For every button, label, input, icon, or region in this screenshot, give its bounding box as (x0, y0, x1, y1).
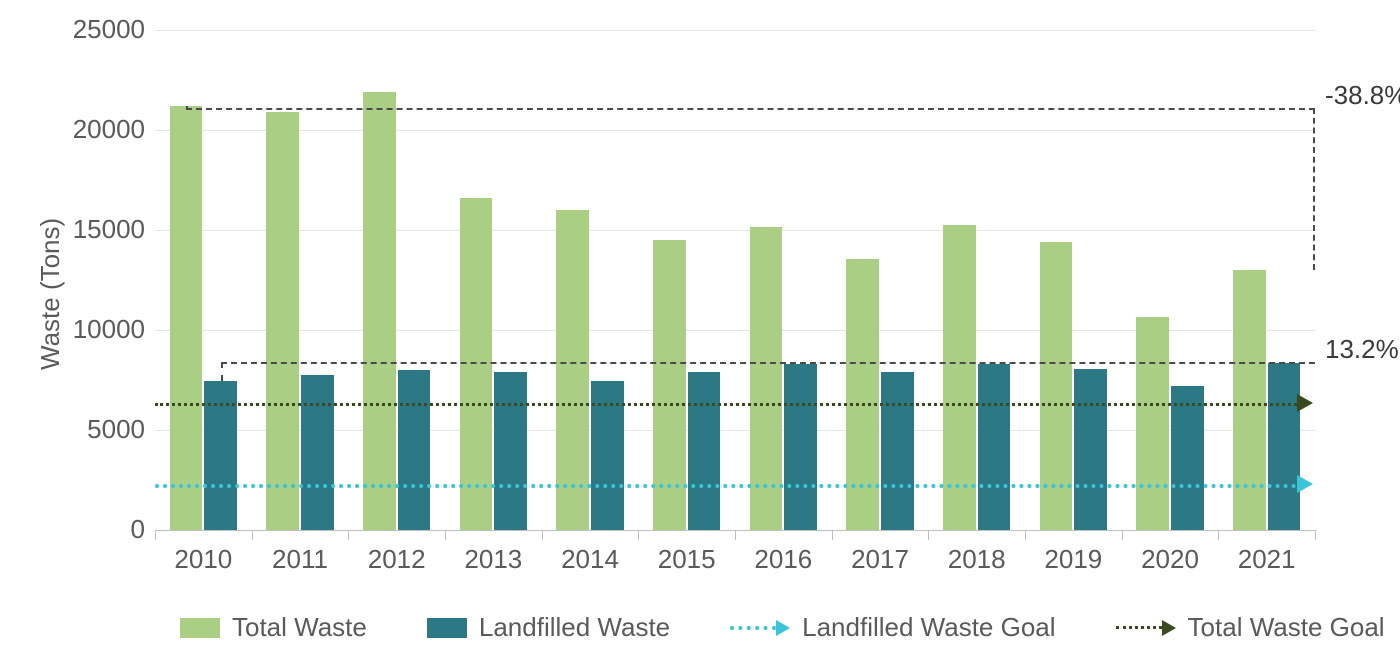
landfilled-waste-goal-line (155, 484, 1297, 488)
bar-total-waste (460, 198, 493, 530)
x-tick-label: 2010 (174, 544, 232, 575)
bar-total-waste (266, 112, 299, 530)
y-tick-label: 25000 (5, 14, 145, 45)
y-tick-label: 20000 (5, 114, 145, 145)
x-tick-label: 2016 (754, 544, 812, 575)
x-tick-label: 2014 (561, 544, 619, 575)
bar-total-waste (363, 92, 396, 530)
x-tick-label: 2013 (464, 544, 522, 575)
x-tick-mark (155, 530, 156, 540)
x-tick-label: 2012 (368, 544, 426, 575)
grid-line (155, 130, 1315, 131)
x-tick-label: 2017 (851, 544, 909, 575)
legend-item-total_goal: Total Waste Goal (1116, 612, 1385, 643)
legend-label: Landfilled Waste Goal (802, 612, 1055, 643)
x-tick-label: 2011 (272, 544, 328, 575)
bar-total-waste (1233, 270, 1266, 530)
bar-total-waste (170, 106, 203, 530)
bar-total-waste (846, 259, 879, 530)
annotation-landfill-waste-change: 13.2% (1325, 334, 1399, 365)
y-tick-label: 0 (5, 514, 145, 545)
legend-item-landfilled_goal: Landfilled Waste Goal (730, 612, 1055, 643)
bar-landfilled-waste (784, 364, 817, 530)
grid-line (155, 230, 1315, 231)
x-tick-mark (1122, 530, 1123, 540)
legend-label: Total Waste (232, 612, 367, 643)
y-tick-label: 5000 (5, 414, 145, 445)
x-tick-mark (832, 530, 833, 540)
legend-arrow-icon (776, 620, 790, 636)
x-tick-mark (1025, 530, 1026, 540)
waste-chart: Waste (Tons) 0500010000150002000025000 2… (0, 0, 1400, 666)
x-tick-mark (1218, 530, 1219, 540)
bar-total-waste (556, 210, 589, 530)
y-tick-label: 15000 (5, 214, 145, 245)
legend-label: Total Waste Goal (1188, 612, 1385, 643)
legend-item-landfilled_waste: Landfilled Waste (427, 612, 670, 643)
total-waste-goal-line-arrow-icon (1297, 394, 1313, 412)
legend: Total Waste Landfilled Waste Landfilled Wa… (180, 612, 1385, 643)
annotation-total-line (186, 108, 1315, 110)
x-tick-mark (252, 530, 253, 540)
x-tick-mark (542, 530, 543, 540)
bar-landfilled-waste (978, 364, 1011, 530)
x-tick-label: 2015 (658, 544, 716, 575)
bar-landfilled-waste (1268, 363, 1301, 530)
legend-label: Landfilled Waste (479, 612, 670, 643)
legend-swatch-total_goal (1116, 618, 1176, 638)
legend-swatch-landfilled_goal (730, 618, 790, 638)
bar-total-waste (1136, 317, 1169, 530)
legend-swatch-total_waste (180, 618, 220, 638)
x-tick-label: 2021 (1238, 544, 1296, 575)
plot-area: 2010201120122013201420152016201720182019… (155, 30, 1315, 531)
bar-landfilled-waste (398, 370, 431, 530)
legend-arrow-icon (1162, 620, 1176, 636)
x-tick-label: 2019 (1044, 544, 1102, 575)
landfilled-waste-goal-line-arrow-icon (1297, 475, 1313, 493)
y-axis-labels: 0 5000 10000 15000 20000 25000 (0, 0, 145, 666)
x-tick-mark (735, 530, 736, 540)
x-tick-mark (928, 530, 929, 540)
annotation-total-drop (1313, 108, 1315, 270)
legend-item-total_waste: Total Waste (180, 612, 367, 643)
y-tick-label: 10000 (5, 314, 145, 345)
annotation-total-waste-change: -38.8% (1325, 80, 1400, 111)
x-tick-mark (348, 530, 349, 540)
bar-landfilled-waste (688, 372, 721, 530)
x-tick-mark (1315, 530, 1316, 540)
bar-landfilled-waste (301, 375, 334, 530)
annotation-landfill-lead (221, 362, 223, 381)
x-tick-mark (638, 530, 639, 540)
total-waste-goal-line (155, 403, 1297, 406)
annotation-landfill-line (221, 362, 1315, 364)
bar-landfilled-waste (1074, 369, 1107, 530)
bar-landfilled-waste (1171, 386, 1204, 530)
legend-swatch-landfilled_waste (427, 618, 467, 638)
bar-landfilled-waste (494, 372, 527, 530)
x-tick-mark (445, 530, 446, 540)
bar-landfilled-waste (881, 372, 914, 530)
x-tick-label: 2020 (1141, 544, 1199, 575)
grid-line (155, 30, 1315, 31)
x-tick-label: 2018 (948, 544, 1006, 575)
